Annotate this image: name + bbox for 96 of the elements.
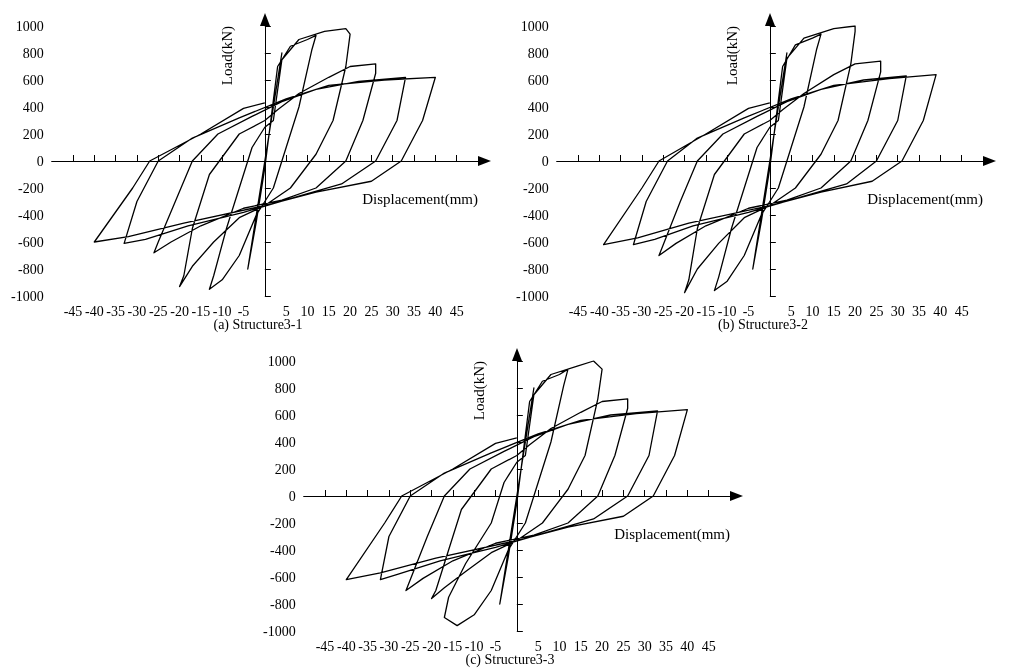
x-tick-label: 30	[385, 303, 400, 319]
y-tick-label: -1000	[10, 288, 44, 304]
x-tick-label: 30	[637, 638, 652, 654]
x-tick-label: 15	[573, 638, 588, 654]
x-tick-label: 20	[343, 303, 358, 319]
x-tick-label: -30	[379, 638, 399, 654]
y-tick-label: -600	[17, 234, 44, 250]
x-tick-label: -30	[127, 303, 147, 319]
x-tick-label: -5	[237, 303, 250, 319]
x-tick-label: -10	[717, 303, 737, 319]
x-tick-label: 40	[933, 303, 948, 319]
x-tick-label: -20	[675, 303, 694, 319]
y-tick-label: 1000	[15, 18, 44, 34]
y-axis-title: Load(kN)	[724, 26, 742, 86]
y-tick-label: -800	[269, 596, 296, 612]
x-tick-label: -15	[696, 303, 716, 319]
x-tick-label: 15	[321, 303, 336, 319]
x-tick-label: 45	[701, 638, 716, 654]
y-tick-label: -400	[269, 542, 296, 558]
x-tick-label: 45	[449, 303, 464, 319]
x-tick-label: -15	[191, 303, 211, 319]
x-tick-label: 10	[300, 303, 315, 319]
x-tick-label: 5	[282, 303, 290, 319]
y-tick-label: -200	[269, 515, 296, 531]
x-tick-label: -25	[400, 638, 420, 654]
y-tick-label: 600	[22, 72, 44, 88]
y-tick-label: 800	[527, 45, 549, 61]
x-tick-label: 10	[805, 303, 820, 319]
x-tick-label: -20	[422, 638, 441, 654]
x-tick-label: -25	[148, 303, 168, 319]
x-tick-label: 20	[595, 638, 610, 654]
y-tick-label: 200	[527, 126, 549, 142]
x-tick-label: -25	[653, 303, 673, 319]
x-axis-title: Displacement(mm)	[867, 190, 983, 208]
x-tick-label: -5	[742, 303, 755, 319]
y-tick-label: -1000	[515, 288, 549, 304]
x-tick-label: 25	[616, 638, 631, 654]
x-tick-label: 45	[954, 303, 969, 319]
y-tick-label: -200	[522, 180, 549, 196]
y-tick-label: 600	[274, 407, 296, 423]
y-tick-label: 0	[541, 153, 549, 169]
y-tick-label: 0	[36, 153, 44, 169]
y-tick-label: 1000	[520, 18, 549, 34]
y-tick-label: -1000	[262, 623, 296, 639]
x-tick-label: -35	[358, 638, 377, 654]
x-tick-label: -40	[336, 638, 356, 654]
x-tick-label: -45	[63, 303, 83, 319]
y-tick-label: 400	[22, 99, 44, 115]
y-tick-label: 200	[22, 126, 44, 142]
x-tick-label: -10	[464, 638, 484, 654]
x-tick-label: -10	[212, 303, 232, 319]
x-tick-label: 10	[552, 638, 567, 654]
x-tick-label: 35	[407, 303, 422, 319]
y-tick-label: -600	[269, 569, 296, 585]
y-tick-label: 800	[22, 45, 44, 61]
y-tick-label: 600	[527, 72, 549, 88]
x-tick-label: 40	[428, 303, 443, 319]
y-axis-title: Load(kN)	[471, 361, 489, 421]
y-tick-label: -800	[17, 261, 44, 277]
y-tick-label: -200	[17, 180, 44, 196]
y-tick-label: -400	[17, 207, 44, 223]
y-tick-label: 400	[527, 99, 549, 115]
text: (a) Structure3-1	[213, 316, 303, 333]
x-tick-label: 20	[848, 303, 863, 319]
x-tick-label: -45	[568, 303, 588, 319]
y-tick-label: 1000	[267, 353, 296, 369]
text: (c) Structure3-3	[465, 651, 555, 668]
x-tick-label: 25	[869, 303, 884, 319]
x-tick-label: -40	[589, 303, 609, 319]
y-tick-label: -600	[522, 234, 549, 250]
x-axis-title: Displacement(mm)	[362, 190, 478, 208]
y-tick-label: 200	[274, 461, 296, 477]
x-axis-title: Displacement(mm)	[614, 525, 730, 543]
y-axis-title: Load(kN)	[219, 26, 237, 86]
y-tick-label: 800	[274, 380, 296, 396]
y-tick-label: -800	[522, 261, 549, 277]
y-tick-label: 400	[274, 434, 296, 450]
x-tick-label: -5	[489, 638, 502, 654]
x-tick-label: -40	[84, 303, 104, 319]
x-tick-label: -15	[443, 638, 463, 654]
text: (b) Structure3-2	[718, 316, 808, 333]
x-tick-label: 40	[680, 638, 695, 654]
x-tick-label: 5	[534, 638, 542, 654]
x-tick-label: -45	[315, 638, 335, 654]
x-tick-label: 30	[890, 303, 905, 319]
x-tick-label: -20	[170, 303, 189, 319]
x-tick-label: 25	[364, 303, 379, 319]
x-tick-label: -35	[611, 303, 630, 319]
y-tick-label: 0	[288, 488, 296, 504]
y-tick-label: -400	[522, 207, 549, 223]
x-tick-label: 15	[826, 303, 841, 319]
x-tick-label: -35	[106, 303, 125, 319]
x-tick-label: 35	[659, 638, 674, 654]
x-tick-label: 5	[787, 303, 795, 319]
x-tick-label: -30	[632, 303, 652, 319]
x-tick-label: 35	[912, 303, 927, 319]
